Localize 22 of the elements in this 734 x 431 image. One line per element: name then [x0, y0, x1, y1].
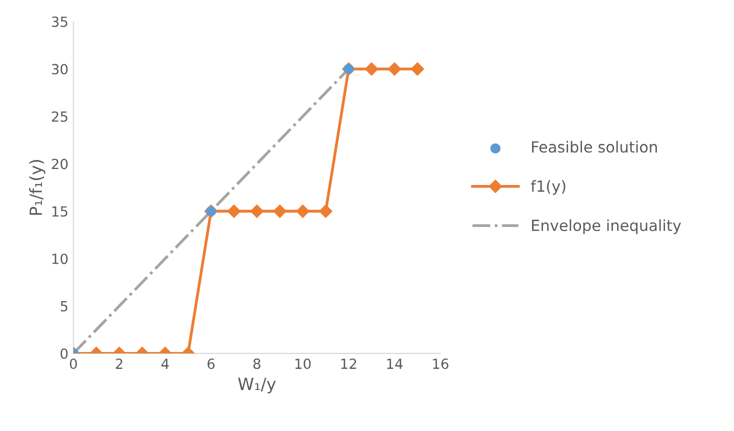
y-tick-label: 15 — [52, 206, 68, 217]
y-tick-label: 5 — [60, 301, 68, 312]
x-tick-label: 4 — [161, 358, 169, 369]
x-tick-label: 16 — [433, 358, 448, 370]
x-tick-label: 2 — [116, 358, 122, 369]
x-tick-label: 0 — [70, 358, 77, 370]
x-tick-label: 14 — [387, 358, 403, 369]
legend-label: f1(y) — [530, 180, 566, 195]
y-tick-label: 35 — [52, 16, 68, 28]
x-tick-label: 10 — [295, 358, 311, 370]
x-tick-label: 12 — [341, 358, 356, 369]
x-tick-label: 8 — [253, 358, 260, 370]
x-axis-title: W₁/y — [238, 378, 276, 394]
x-tick-label: 6 — [208, 358, 215, 370]
y-tick-label: 0 — [60, 348, 68, 359]
y-axis-title: P₁/f₁(y) — [29, 160, 46, 215]
y-tick-label: 25 — [52, 111, 68, 122]
y-tick-label: 30 — [52, 64, 68, 74]
y-tick-label: 20 — [52, 158, 68, 170]
legend-label: Envelope inequality — [532, 219, 682, 234]
y-tick-label: 10 — [52, 254, 68, 264]
legend-label: Feasible solution — [532, 140, 657, 153]
